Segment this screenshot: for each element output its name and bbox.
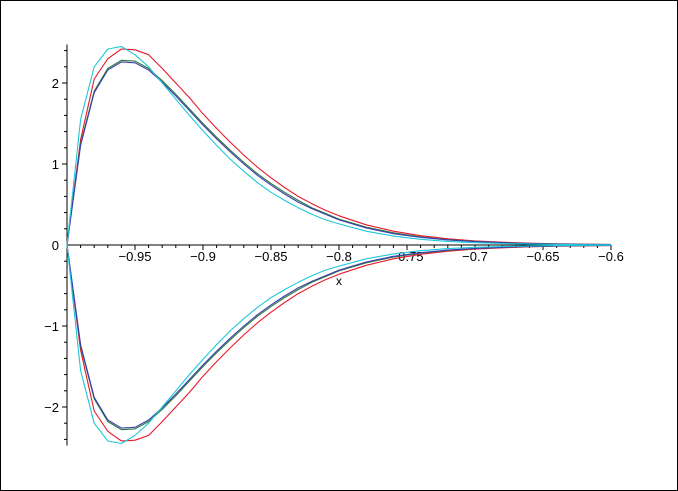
y-tick-label: −2 — [44, 400, 59, 415]
y-tick-label: 0 — [52, 238, 59, 253]
x-axis-label: x — [336, 274, 342, 288]
y-tick-label: −1 — [44, 319, 59, 334]
series-1-upper-curve — [66, 59, 612, 246]
series-0-upper-curve — [66, 48, 612, 246]
x-tick-label: −0.65 — [527, 249, 560, 264]
series-3-upper-curve — [66, 45, 612, 246]
series-2-upper-curve — [66, 61, 612, 246]
x-tick-label: −0.95 — [119, 249, 152, 264]
series-layer — [66, 45, 612, 445]
x-axis-ticks: −0.95 −0.9 −0.85 −0.8 −0.75 −0.7 −0.65 −0.6 — [80, 245, 624, 264]
x-tick-label: −0.7 — [462, 249, 488, 264]
series-1-lower-curve — [66, 244, 612, 431]
y-tick-label: 2 — [52, 76, 59, 91]
x-tick-label: −0.6 — [598, 249, 624, 264]
y-axis-ticks: 2 1 0 −1 −2 — [44, 50, 67, 440]
y-tick-label: 1 — [52, 157, 59, 172]
series-3-lower-curve — [66, 244, 612, 445]
series-2-lower-curve — [66, 244, 612, 429]
x-tick-label: −0.85 — [255, 249, 288, 264]
x-tick-label: −0.8 — [326, 249, 352, 264]
x-tick-label: −0.9 — [190, 249, 216, 264]
